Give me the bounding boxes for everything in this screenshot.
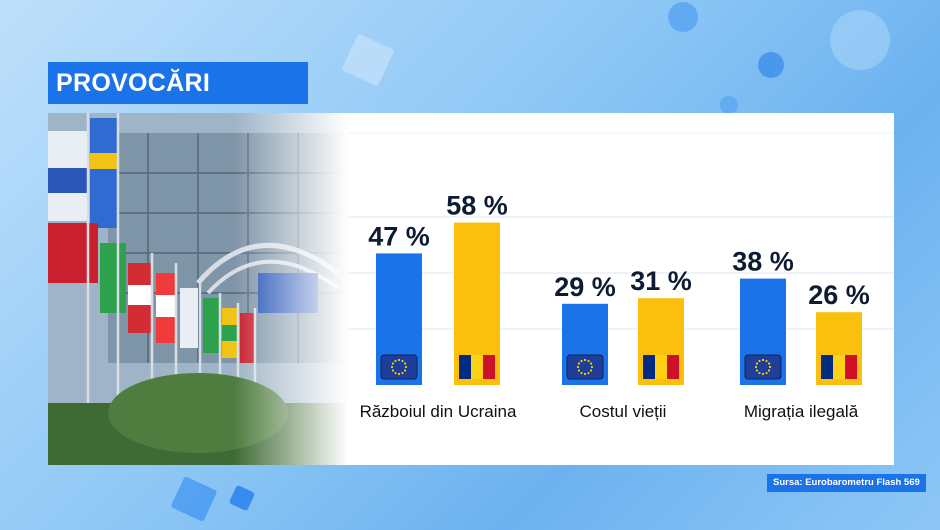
bar-chart: 47 % 58 % Războiul din Ucraina 29 % 31 % Cost… [348, 132, 894, 421]
eu-flag-star [587, 371, 590, 375]
eu-flag-star [576, 365, 580, 369]
eu-flag-star [765, 371, 768, 375]
eu-flag-star [765, 359, 768, 363]
eu-flag-star [580, 371, 583, 375]
eu-flag-star [583, 358, 587, 362]
eu-flag-star [583, 372, 587, 376]
data-label: 38 % [732, 247, 794, 277]
eu-flag-star [768, 365, 772, 369]
data-label: 26 % [808, 280, 870, 310]
category-label: Războiul din Ucraina [360, 402, 517, 421]
eu-flag-star [587, 359, 590, 363]
eu-flag-icon [744, 354, 782, 380]
data-label: 47 % [368, 221, 430, 251]
page-title: PROVOCĂRI PENTRU UE [48, 62, 308, 139]
eu-flag-star [401, 371, 404, 375]
romania-flag-stripe [459, 355, 471, 379]
eu-flag-star [397, 372, 401, 376]
eu-flag-star [589, 362, 593, 365]
eu-flag-star [391, 369, 395, 372]
romania-flag-stripe [845, 355, 857, 379]
eu-flag-star [755, 362, 759, 365]
eu-flag-star [394, 359, 397, 363]
source-note: Sursa: Eurobarometru Flash 569 [767, 474, 926, 492]
eu-flag-star [590, 365, 594, 369]
background-cube [228, 484, 256, 512]
eu-flag-star [758, 371, 761, 375]
eu-flag-star [577, 362, 581, 365]
chart-panel: 47 % 58 % Războiul din Ucraina 29 % 31 % Cost… [48, 113, 894, 465]
category-label: Costul vieții [580, 402, 667, 421]
eu-flag-star [397, 358, 401, 362]
background-bokeh [758, 52, 784, 78]
eu-flag-star [577, 369, 581, 372]
eu-flag-star [761, 372, 765, 376]
background-bokeh [668, 2, 698, 32]
eu-flag-icon [566, 354, 604, 380]
eu-parliament-photo [48, 113, 348, 465]
data-label: 31 % [630, 266, 692, 296]
eu-flag-star [391, 362, 395, 365]
eu-flag-star [767, 362, 771, 365]
eu-flag-star [589, 369, 593, 372]
eu-flag-star [401, 359, 404, 363]
data-label: 29 % [554, 272, 616, 302]
romania-flag-stripe [667, 355, 679, 379]
background-cube [170, 475, 218, 523]
eu-flag-star [580, 359, 583, 363]
eu-flag-star [403, 362, 407, 365]
data-label: 58 % [446, 191, 508, 221]
category-label: Migrația ilegală [744, 402, 859, 421]
background-bokeh [720, 96, 738, 114]
eu-flag-star [754, 365, 758, 369]
romania-flag-stripe [643, 355, 655, 379]
eu-flag-star [755, 369, 759, 372]
romania-flag-stripe [483, 355, 495, 379]
eu-flag-star [394, 371, 397, 375]
eu-flag-star [767, 369, 771, 372]
eu-flag-icon [380, 354, 418, 380]
eu-flag-star [403, 369, 407, 372]
background-cube [341, 33, 395, 87]
background-bokeh [830, 10, 890, 70]
eu-flag-star [761, 358, 765, 362]
eu-flag-star [390, 365, 394, 369]
eu-flag-star [404, 365, 408, 369]
eu-flag-star [758, 359, 761, 363]
romania-flag-stripe [821, 355, 833, 379]
